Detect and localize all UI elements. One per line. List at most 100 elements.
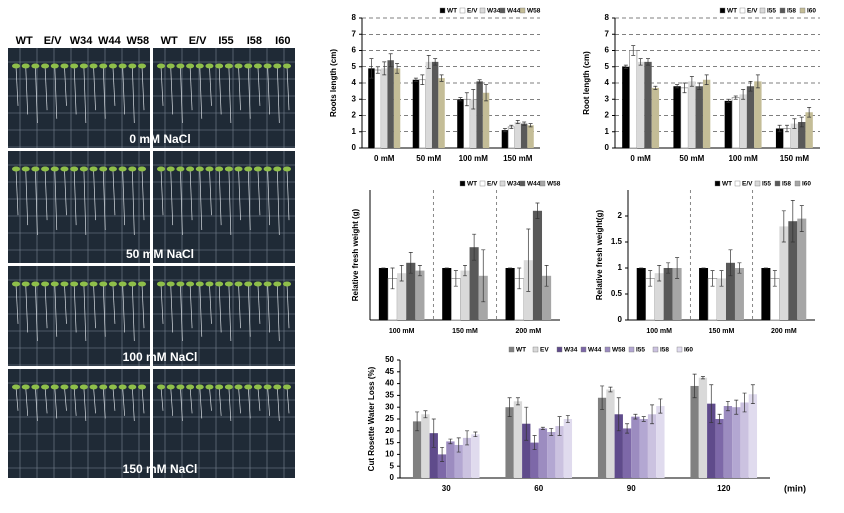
- y-axis-label: Roots length (cm): [329, 49, 338, 117]
- root: [64, 386, 67, 411]
- y-tick-label: 5: [390, 461, 395, 470]
- root: [102, 386, 106, 419]
- legend-label: WT: [727, 8, 737, 15]
- root: [209, 283, 212, 324]
- seedling: [234, 63, 243, 69]
- root: [199, 65, 203, 119]
- legend-swatch: [774, 180, 781, 187]
- root: [35, 65, 38, 124]
- y-tick-label: 6: [605, 46, 610, 55]
- root: [267, 65, 270, 115]
- error-bar: [440, 446, 445, 462]
- root: [160, 386, 164, 411]
- bar: [775, 128, 784, 148]
- x-tick-label: 100 mM: [389, 328, 415, 335]
- bar: [636, 61, 645, 148]
- legend-swatch: [734, 180, 741, 187]
- root: [189, 386, 193, 414]
- bar: [563, 419, 573, 478]
- error-bar: [737, 262, 742, 274]
- legend-swatch: [714, 180, 721, 187]
- error-bar: [682, 82, 687, 94]
- error-bar: [484, 84, 489, 102]
- root: [15, 168, 19, 216]
- legend-swatch: [479, 7, 486, 14]
- error-bar: [726, 98, 731, 103]
- seedling: [79, 281, 88, 287]
- column-label: E/V: [189, 35, 207, 47]
- error-bar: [675, 257, 680, 279]
- bar: [725, 262, 735, 320]
- bar: [788, 221, 798, 320]
- seedling: [205, 63, 214, 69]
- root: [257, 65, 261, 106]
- y-tick-label: 8: [352, 13, 357, 22]
- error-bar: [675, 84, 680, 89]
- seedling: [273, 384, 282, 390]
- error-bar: [650, 404, 655, 425]
- seedling: [283, 63, 291, 69]
- error-bar: [453, 270, 458, 287]
- bar: [761, 268, 771, 320]
- x-tick-label: 60: [534, 484, 543, 493]
- seedling: [99, 281, 108, 287]
- error-bar: [528, 123, 533, 128]
- legend-label: I60: [684, 347, 693, 354]
- root: [15, 283, 19, 324]
- bar: [740, 402, 749, 478]
- y-tick-label: 50: [385, 355, 394, 364]
- x-axis-label: (min): [784, 483, 806, 493]
- seedling: [99, 384, 108, 390]
- legend-swatch: [799, 7, 806, 14]
- seedling: [60, 63, 69, 69]
- root: [141, 65, 145, 111]
- bar: [438, 78, 445, 148]
- x-tick-label: 30: [442, 484, 451, 493]
- root: [112, 168, 116, 216]
- bar: [547, 431, 556, 478]
- legend-label: WT: [516, 347, 526, 354]
- legend-label: W34: [507, 181, 521, 188]
- error-bar: [526, 228, 531, 292]
- bar: [527, 125, 534, 148]
- bar: [437, 454, 447, 478]
- seedling: [70, 166, 79, 172]
- root: [122, 386, 125, 416]
- bar: [522, 423, 531, 478]
- y-tick-label: 0: [605, 143, 610, 152]
- seedling: [70, 384, 79, 390]
- seedling: [79, 384, 88, 390]
- root: [83, 283, 87, 342]
- root: [25, 283, 29, 333]
- seedling: [138, 281, 146, 287]
- error-bar: [653, 85, 658, 90]
- column-label: E/V: [44, 35, 62, 47]
- root: [170, 65, 174, 115]
- legend-label: W58: [547, 181, 561, 188]
- legend-swatch: [779, 7, 786, 14]
- bar: [374, 69, 382, 149]
- y-tick-label: 2: [352, 111, 357, 120]
- root: [122, 65, 125, 115]
- root: [238, 386, 241, 414]
- root: [257, 386, 261, 411]
- root: [112, 283, 116, 324]
- seedling: [283, 384, 291, 390]
- bar: [631, 416, 640, 478]
- legend-label: I55: [636, 347, 645, 354]
- bar: [790, 123, 799, 148]
- bar: [457, 99, 464, 148]
- seedling: [31, 63, 40, 69]
- error-bar: [532, 435, 537, 451]
- bar: [462, 437, 472, 478]
- error-bar: [420, 74, 425, 85]
- bar: [698, 377, 708, 478]
- bar: [672, 268, 682, 320]
- root: [247, 386, 251, 419]
- error-bar: [544, 265, 549, 287]
- root: [286, 168, 290, 221]
- bar: [431, 61, 439, 148]
- seedling: [263, 166, 272, 172]
- seedling: [244, 281, 253, 287]
- seedling: [99, 63, 108, 69]
